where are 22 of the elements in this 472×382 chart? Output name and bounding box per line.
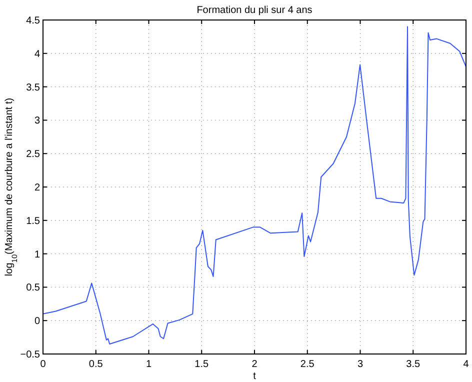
- y-tick-label: −0.5: [20, 350, 40, 360]
- y-tick-label: 2: [34, 182, 40, 194]
- y-tick-label: 0.5: [26, 282, 40, 294]
- y-tick-label: 3.5: [26, 82, 40, 94]
- y-tick-label: 4: [34, 48, 40, 60]
- x-tick-label: 0.5: [88, 359, 104, 370]
- x-tick-label: 3: [357, 359, 364, 370]
- x-tick-label: 2: [252, 359, 258, 370]
- line-series: [42, 26, 466, 344]
- y-tick-label: 3: [34, 116, 40, 127]
- x-tick-label: 1.5: [194, 359, 210, 370]
- x-tick-label: 3.5: [406, 359, 421, 370]
- x-tick-label: 2.5: [300, 359, 315, 370]
- y-tick-label: 0: [34, 316, 40, 328]
- x-axis-title: t: [253, 371, 256, 382]
- y-tick-label: 4.5: [26, 16, 40, 26]
- x-tick-label: 1: [146, 359, 152, 370]
- x-tick-label: 4: [463, 359, 470, 370]
- chart-title: Formation du pli sur 4 ans: [196, 5, 312, 16]
- y-tick-label: 1.5: [26, 216, 40, 227]
- y-tick-label: 2.5: [26, 149, 40, 160]
- y-tick-label: 1: [34, 249, 40, 260]
